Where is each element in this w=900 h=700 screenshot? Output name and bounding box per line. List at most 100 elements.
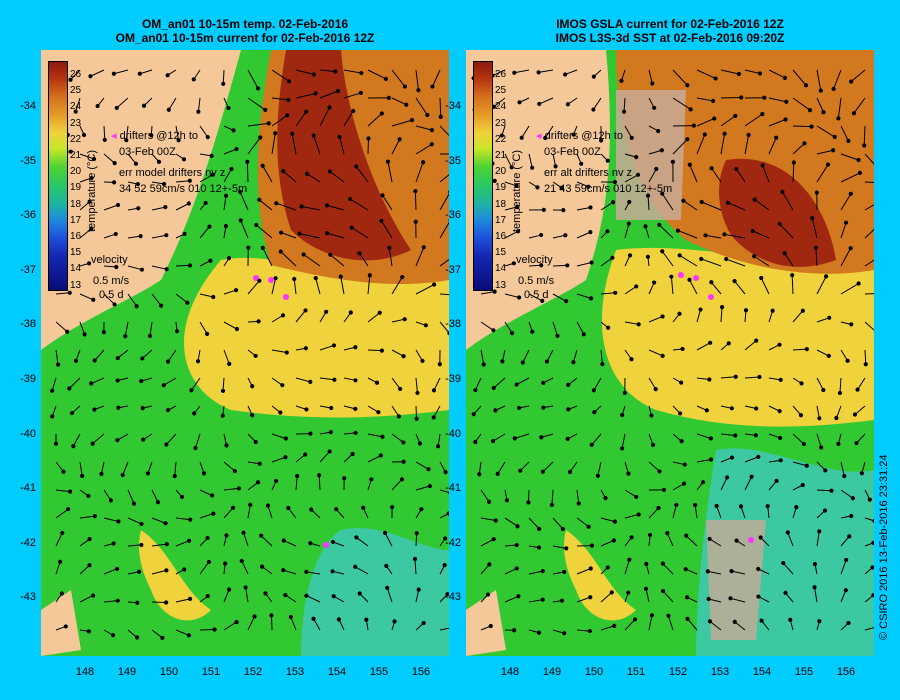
velocity-arrow-head — [500, 359, 505, 364]
velocity-arrow — [79, 321, 86, 335]
velocity-arrow-head — [134, 304, 139, 309]
velocity-arrow-head — [385, 159, 391, 164]
velocity-arrow-head — [254, 222, 259, 228]
velocity-arrow-head — [139, 267, 144, 272]
velocity-arrow-head — [660, 191, 665, 196]
velocity-arrow-head — [566, 407, 571, 412]
velocity-arrow-head — [612, 519, 617, 524]
velocity-arrow-head — [131, 501, 137, 506]
velocity-arrow — [384, 532, 393, 547]
velocity-arrow-head — [802, 141, 807, 146]
velocity-arrow — [538, 69, 554, 73]
velocity-arrow — [313, 135, 321, 155]
velocity-arrow — [815, 247, 818, 267]
velocity-arrow — [151, 629, 163, 639]
left-velocity-arrows — [50, 69, 449, 640]
velocity-arrow-head — [274, 478, 279, 484]
velocity-arrow-head — [101, 330, 106, 335]
right-drifters — [678, 272, 754, 543]
velocity-arrow — [840, 349, 849, 361]
velocity-arrow-head — [708, 457, 714, 462]
velocity-arrow — [572, 349, 578, 363]
velocity-arrow — [319, 344, 335, 351]
velocity-arrow — [103, 293, 115, 305]
velocity-arrow — [70, 69, 81, 81]
velocity-arrow-head — [358, 90, 363, 96]
velocity-arrow-head — [702, 132, 707, 137]
velocity-arrow-head — [492, 289, 497, 294]
velocity-arrow-head — [87, 536, 92, 542]
velocity-arrow-head — [729, 455, 735, 460]
velocity-arrow-head — [782, 75, 787, 80]
colorbar-label: 14 — [70, 263, 82, 275]
velocity-arrow — [151, 489, 159, 503]
velocity-arrow-head — [187, 263, 193, 268]
velocity-arrow-head — [409, 117, 415, 123]
velocity-arrow-head — [722, 131, 727, 136]
velocity-arrow — [672, 483, 685, 491]
velocity-arrow-head — [632, 617, 638, 622]
velocity-arrow-head — [299, 204, 304, 209]
velocity-arrow-head — [530, 329, 535, 334]
colorbar-label: 13 — [495, 279, 507, 291]
velocity-arrow-head — [181, 157, 187, 162]
velocity-arrow-head — [481, 362, 486, 367]
velocity-arrow — [247, 280, 260, 295]
velocity-arrow-head — [80, 473, 85, 478]
velocity-arrow — [837, 97, 842, 119]
velocity-arrow — [349, 198, 369, 211]
velocity-arrow — [782, 562, 794, 575]
velocity-arrow — [367, 349, 382, 352]
velocity-arrow-head — [353, 345, 358, 350]
velocity-arrow — [329, 171, 345, 183]
velocity-arrow-head — [115, 202, 121, 208]
velocity-arrow — [744, 456, 759, 463]
velocity-arrow — [744, 376, 760, 379]
velocity-arrow-head — [728, 596, 733, 601]
velocity-arrow — [367, 433, 383, 438]
velocity-arrow-head — [647, 532, 653, 538]
velocity-arrow-head — [123, 334, 128, 339]
velocity-arrow — [672, 97, 691, 110]
velocity-arrow-head — [726, 341, 731, 346]
velocity-arrow-head — [359, 70, 364, 76]
velocity-arrow — [391, 119, 413, 127]
velocity-arrow-head — [849, 322, 854, 327]
velocity-arrow — [175, 540, 190, 547]
velocity-arrow-head — [606, 325, 611, 330]
colorbar-label: 22 — [70, 133, 82, 145]
velocity-arrow — [79, 595, 94, 603]
velocity-arrow — [151, 543, 167, 547]
velocity-arrow-head — [164, 542, 169, 547]
velocity-arrow-head — [250, 384, 255, 389]
velocity-arrow — [367, 455, 382, 463]
velocity-arrow-head — [384, 563, 389, 568]
velocity-arrow — [367, 312, 381, 323]
velocity-arrow — [600, 625, 615, 631]
velocity-arrow — [175, 629, 190, 636]
velocity-arrow — [175, 125, 180, 141]
velocity-arrow-head — [515, 524, 520, 529]
velocity-arrow-head — [416, 88, 421, 93]
velocity-arrow-head — [136, 206, 141, 211]
velocity-arrow — [151, 293, 162, 307]
velocity-arrow-head — [284, 350, 289, 355]
velocity-arrow-head — [571, 360, 576, 365]
velocity-arrow — [343, 69, 362, 74]
velocity-arrow — [792, 125, 812, 128]
velocity-arrow — [709, 620, 722, 631]
latitude-tick-label: -36 — [20, 209, 36, 222]
velocity-arrow-head — [813, 245, 819, 250]
velocity-arrow-head — [211, 294, 216, 300]
velocity-arrow — [295, 475, 298, 491]
velocity-arrow — [271, 314, 284, 323]
velocity-arrow — [792, 461, 807, 467]
velocity-arrow — [720, 307, 723, 323]
velocity-arrow — [696, 134, 706, 155]
latitude-tick-label: -40 — [20, 427, 36, 440]
velocity-arrow — [222, 377, 225, 391]
velocity-arrow-head — [627, 199, 632, 205]
velocity-arrow — [840, 125, 849, 142]
left-velocity-label: velocity — [91, 254, 128, 266]
velocity-arrow — [199, 489, 213, 496]
